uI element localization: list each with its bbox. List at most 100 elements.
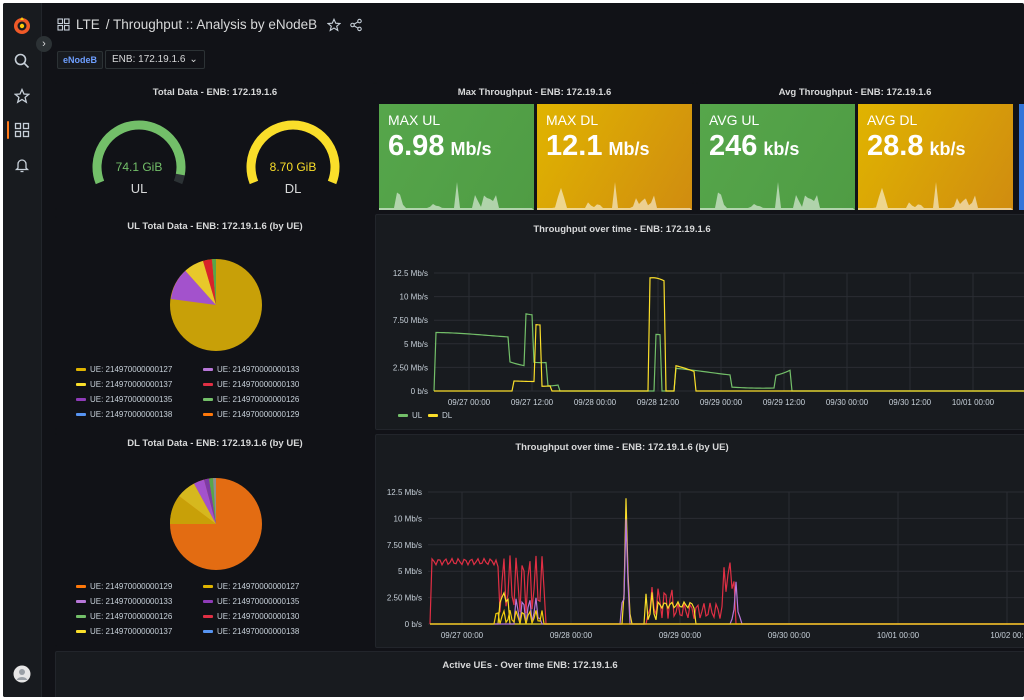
y-tick-label: 0 b/s [411, 387, 428, 396]
legend-label: DL [442, 411, 453, 420]
panel-title: Throughput over time - ENB: 172.19.1.6 (… [515, 442, 729, 453]
stat-title: MAX UL [388, 112, 441, 128]
legend-item[interactable]: UE: 214970000000133 [76, 597, 172, 606]
chevron-right-icon[interactable]: › [36, 36, 52, 52]
throughput-chart[interactable]: 0 b/s 2.50 Mb/s 5 Mb/s 7.50 Mb/s 10 Mb/s 12.5… [376, 215, 1024, 429]
pie-slice-130[interactable] [203, 259, 216, 305]
throughput-legend: UL DL [398, 411, 518, 423]
ul-pie-legend: UE: 214970000000127 UE: 214970000000133 UE… [76, 365, 366, 429]
panel-title: Throughput over time - ENB: 172.19.1.6 [533, 224, 711, 235]
stat-title: MAX DL [546, 112, 599, 128]
breadcrumb-folder[interactable]: LTE [76, 17, 100, 32]
legend-item[interactable]: DL [428, 411, 452, 420]
legend-item[interactable]: UE: 214970000000130 [203, 612, 299, 621]
dashboards-grid-icon[interactable] [3, 115, 41, 145]
legend-item[interactable]: UE: 214970000000127 [203, 582, 299, 591]
legend-item[interactable]: UE: 214970000000137 [76, 627, 172, 636]
pie-slice-133[interactable] [171, 270, 216, 305]
chevron-down-icon: ⌄ [189, 54, 198, 65]
pie-slice-137[interactable] [185, 260, 216, 305]
x-tick-label: 09/29 00:00 [700, 398, 743, 407]
pie-slice-138[interactable] [213, 478, 216, 524]
stat-max-dl[interactable]: MAX DL 12.1 Mb/s [537, 104, 692, 210]
legend-item[interactable]: UE: 214970000000129 [203, 410, 299, 419]
x-tick-label: 09/28 00:00 [550, 631, 593, 640]
enodeb-select-value: ENB: 172.19.1.6 [112, 54, 186, 65]
stat-avg-ul[interactable]: AVG UL 246 kb/s [700, 104, 855, 210]
legend-item[interactable]: UE: 214970000000133 [203, 365, 299, 374]
user-avatar-icon[interactable] [3, 659, 41, 689]
ue-137-series-line[interactable] [430, 608, 1024, 626]
legend-swatch [76, 600, 86, 603]
pie-slice-135[interactable] [204, 478, 216, 525]
legend-item[interactable]: UE: 214970000000127 [76, 365, 172, 374]
legend-label: UE: 214970000000138 [90, 410, 173, 419]
pie-slice-137[interactable] [179, 483, 216, 524]
legend-label: UE: 214970000000135 [90, 395, 173, 404]
legend-item[interactable]: UE: 214970000000137 [76, 380, 172, 389]
x-tick-label: 09/27 00:00 [448, 398, 491, 407]
legend-label: UE: 214970000000127 [90, 365, 173, 374]
legend-swatch [203, 600, 213, 603]
legend-label: UE: 214970000000133 [90, 597, 173, 606]
stat-value: 6.98 Mb/s [388, 130, 492, 162]
legend-label: UE: 214970000000129 [90, 582, 173, 591]
pie-slice-126[interactable] [212, 259, 216, 305]
legend-item[interactable]: UE: 214970000000135 [203, 597, 299, 606]
share-icon[interactable] [349, 18, 363, 32]
y-tick-label: 10 Mb/s [400, 293, 428, 302]
stat-max-ul[interactable]: MAX UL 6.98 Mb/s [379, 104, 534, 210]
legend-item[interactable]: UE: 214970000000130 [203, 380, 299, 389]
dashboards-grid-icon [57, 18, 70, 31]
star-icon[interactable] [3, 81, 41, 111]
grafana-logo-icon[interactable] [3, 11, 41, 41]
x-tick-label: 09/28 00:00 [574, 398, 617, 407]
star-outline-icon[interactable] [327, 17, 342, 32]
legend-label: UE: 214970000000127 [217, 582, 300, 591]
throughput-over-time-panel: Throughput over time - ENB: 172.19.1.6 0… [375, 214, 1024, 430]
legend-item[interactable]: UE: 214970000000138 [76, 410, 172, 419]
stat-title: AVG DL [867, 112, 918, 128]
panel-title: Avg Throughput - ENB: 172.19.1.6 [778, 87, 932, 98]
search-icon[interactable] [3, 46, 41, 76]
legend-item[interactable]: UE: 214970000000138 [203, 627, 299, 636]
pie-slice-133[interactable] [194, 479, 216, 524]
x-tick-label: 09/30 12:00 [889, 398, 932, 407]
y-tick-label: 7.50 Mb/s [387, 541, 422, 550]
enodeb-select[interactable]: ENB: 172.19.1.6 ⌄ [105, 50, 205, 69]
legend-label: UE: 214970000000133 [217, 365, 300, 374]
throughput-by-ue-chart[interactable]: 0 b/s 2.50 Mb/s 5 Mb/s 7.50 Mb/s 10 Mb/s 12.5… [376, 435, 1024, 647]
legend-swatch [203, 585, 213, 588]
dl-pie-chart [169, 478, 262, 570]
stat-sparkline [700, 182, 855, 210]
stat-overflow-edge [1019, 104, 1024, 210]
legend-item[interactable]: UE: 214970000000135 [76, 395, 172, 404]
stat-avg-dl[interactable]: AVG DL 28.8 kb/s [858, 104, 1013, 210]
x-tick-label: 10/02 00: [990, 631, 1023, 640]
stat-value: 28.8 kb/s [867, 130, 966, 162]
avg-throughput-panel: Avg Throughput - ENB: 172.19.1.6 AVG UL 2… [696, 82, 1024, 212]
page-title[interactable]: / Throughput :: Analysis by eNodeB [105, 17, 318, 32]
legend-item[interactable]: UE: 214970000000126 [203, 395, 299, 404]
legend-label: UE: 214970000000138 [217, 627, 300, 636]
y-tick-label: 5 Mb/s [404, 340, 428, 349]
pie-slice-127[interactable] [169, 496, 216, 524]
ul-series-line[interactable] [433, 313, 1024, 392]
legend-item[interactable]: UE: 214970000000129 [76, 582, 172, 591]
throughput-by-ue-panel: Throughput over time - ENB: 172.19.1.6 (… [375, 434, 1024, 648]
variable-label: eNodeB [57, 50, 104, 69]
bell-icon[interactable] [3, 150, 41, 180]
pie-slice-126[interactable] [209, 478, 216, 524]
legend-swatch [203, 413, 213, 416]
legend-swatch [203, 615, 213, 618]
y-tick-label: 2.50 Mb/s [393, 363, 428, 372]
legend-swatch [76, 615, 86, 618]
dl-series-line[interactable] [434, 277, 1024, 392]
x-tick-label: 09/27 12:00 [511, 398, 554, 407]
legend-label: UE: 214970000000137 [90, 380, 173, 389]
legend-swatch [203, 368, 213, 371]
legend-item[interactable]: UE: 214970000000126 [76, 612, 172, 621]
gauge-arc-dl [246, 120, 340, 185]
legend-item[interactable]: UL [398, 411, 422, 420]
total-data-panel: Total Data - ENB: 172.19.1.6 74.1 GiB UL 8… [55, 82, 375, 210]
